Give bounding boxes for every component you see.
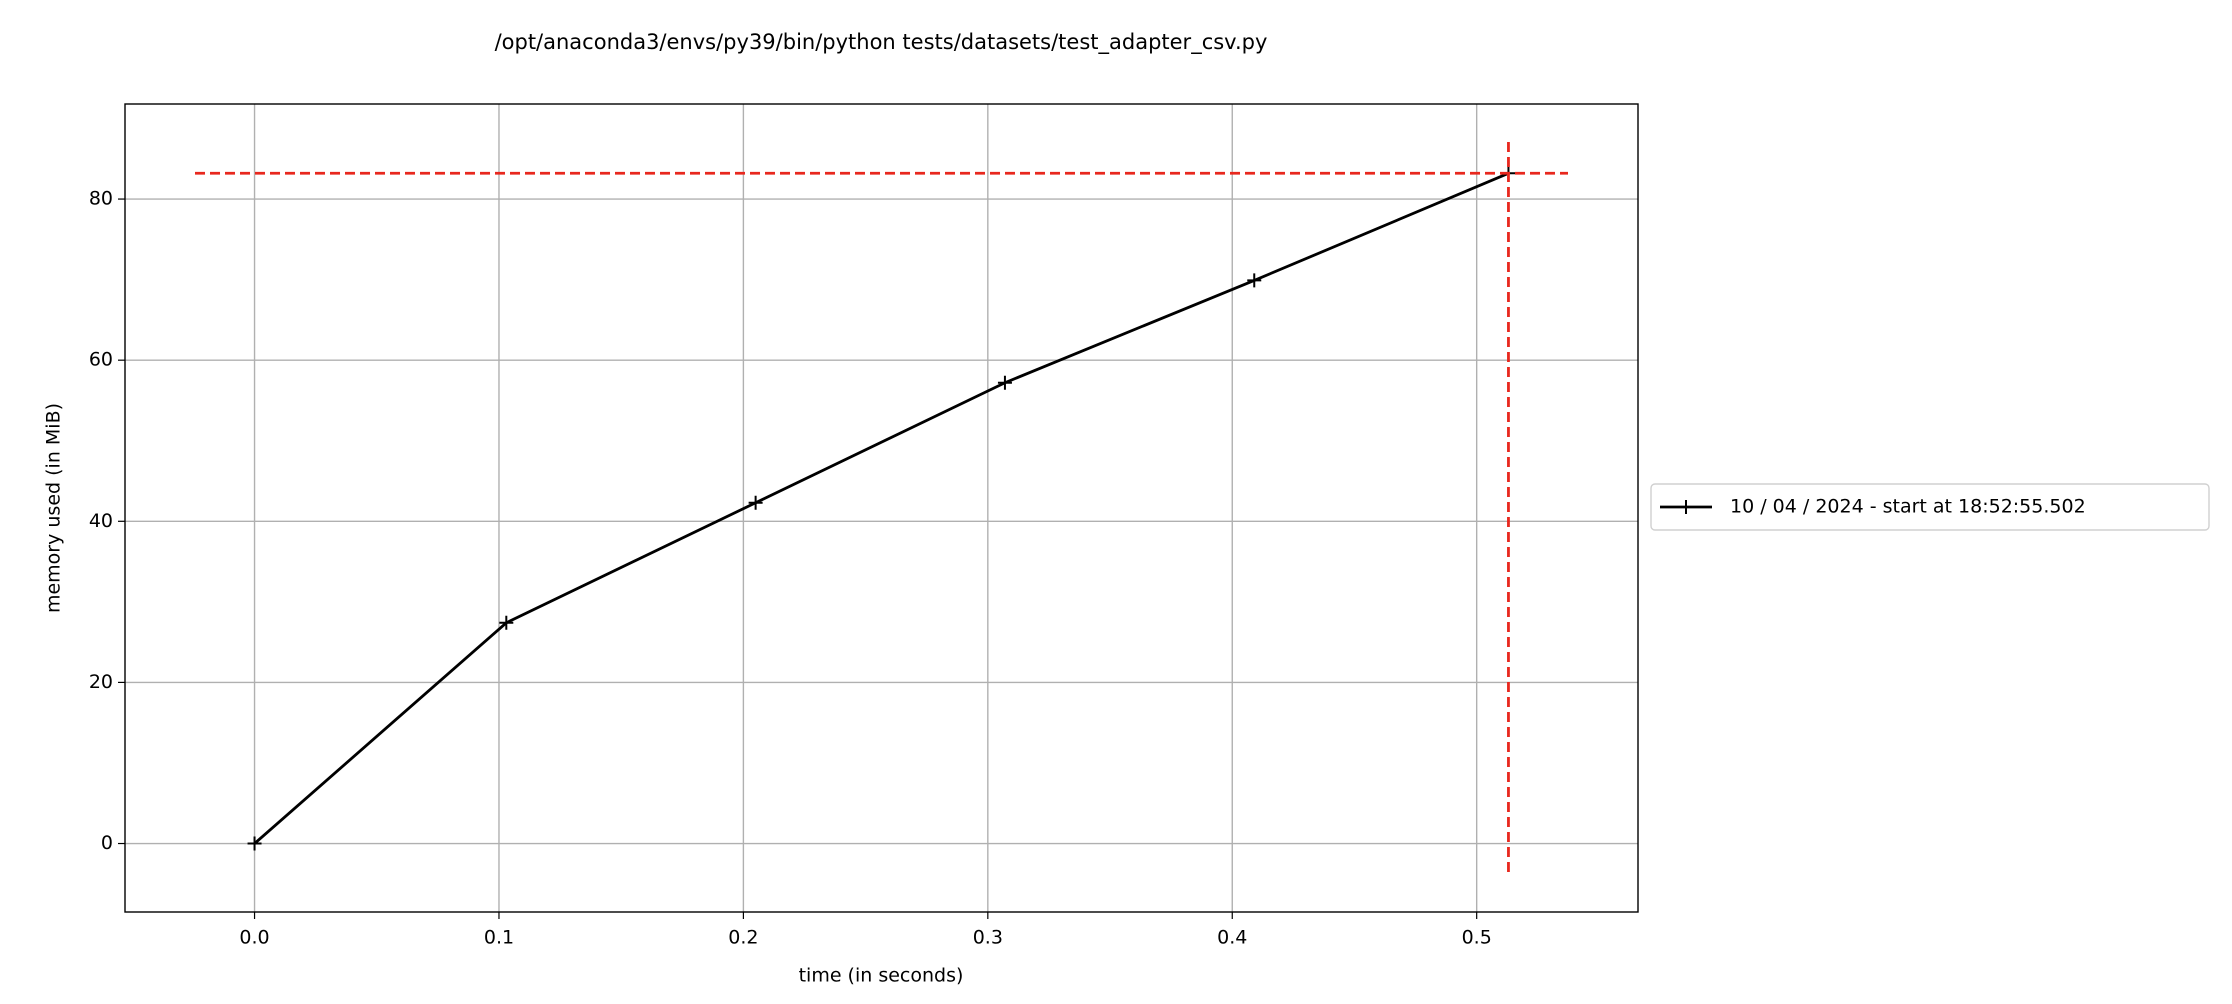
x-tick-label: 0.1 (484, 927, 514, 949)
data-point (247, 836, 262, 851)
y-tick-label: 80 (89, 188, 113, 210)
x-tick-label: 0.5 (1462, 927, 1492, 949)
y-axis-label: memory used (in MiB) (43, 403, 65, 613)
y-tick-label: 40 (89, 510, 113, 532)
data-point (997, 375, 1012, 390)
x-tick-label: 0.2 (728, 927, 758, 949)
chart-title: /opt/anaconda3/envs/py39/bin/python test… (495, 30, 1268, 55)
legend-label: 10 / 04 / 2024 - start at 18:52:55.502 (1730, 496, 2086, 518)
y-tick-label: 0 (101, 832, 113, 854)
x-tick-label: 0.4 (1217, 927, 1247, 949)
data-line (253, 171, 1509, 845)
x-tick-label: 0.0 (239, 927, 269, 949)
x-axis-label: time (in seconds) (799, 965, 964, 987)
legend-box (1650, 483, 2210, 531)
plot-frame (124, 103, 1639, 913)
data-point (1247, 273, 1262, 288)
y-tick-label: 20 (89, 671, 113, 693)
legend-marker (1679, 500, 1693, 514)
data-point (499, 615, 514, 630)
data-point (748, 495, 763, 510)
x-tick-label: 0.3 (973, 927, 1003, 949)
y-tick-label: 60 (89, 349, 113, 371)
